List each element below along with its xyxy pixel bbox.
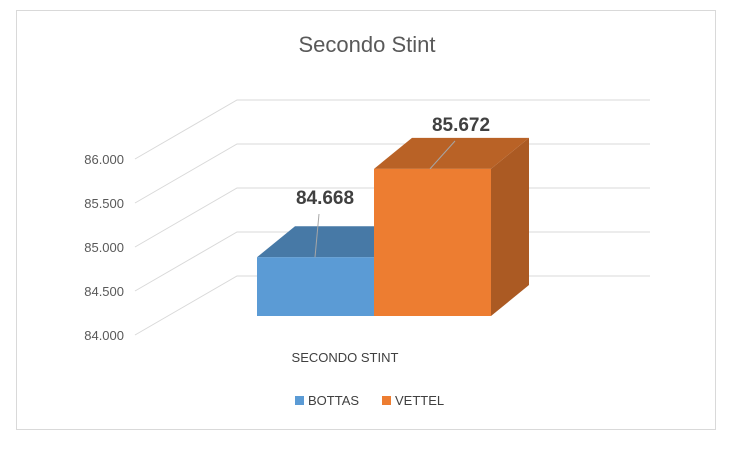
data-label: 84.668 [296,188,354,209]
legend-swatch-bottas [295,396,304,405]
y-tick-label: 85.000 [84,240,124,255]
x-tick-label: SECONDO STINT [292,350,399,365]
y-tick-label: 85.500 [84,196,124,211]
bars [257,137,529,316]
legend-label-vettel: VETTEL [395,393,444,408]
leader-line [429,140,456,170]
legend-swatch-vettel [382,396,391,405]
gridline [134,99,650,160]
chart-frame [16,10,716,430]
y-tick-label: 84.500 [84,284,124,299]
legend-label-bottas: BOTTAS [308,393,359,408]
bar-vettel[interactable] [374,137,529,316]
y-axis: 84.000 84.500 85.000 85.500 86.000 [84,152,124,343]
bar-front [257,257,374,316]
y-tick-label: 86.000 [84,152,124,167]
y-tick-label: 84.000 [84,328,124,343]
data-labels: 84.668 85.672 [296,115,490,258]
leader-line [314,213,320,258]
bar-side [491,137,529,316]
bar-front [374,168,491,316]
chart-title: Secondo Stint [299,32,436,57]
bar-top [257,226,412,258]
bar-top [374,137,529,169]
legend[interactable]: BOTTAS VETTEL [295,393,444,408]
data-label: 85.672 [432,115,490,136]
